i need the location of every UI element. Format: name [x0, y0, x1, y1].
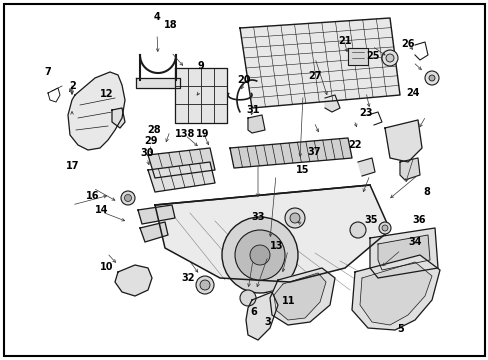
Text: 22: 22: [347, 140, 361, 150]
Text: 19: 19: [196, 129, 209, 139]
Text: 20: 20: [237, 75, 251, 85]
Polygon shape: [175, 68, 226, 123]
Text: 24: 24: [406, 88, 419, 98]
Polygon shape: [347, 48, 367, 65]
Text: 25: 25: [365, 51, 379, 61]
Text: 28: 28: [147, 125, 161, 135]
Polygon shape: [384, 120, 421, 162]
Polygon shape: [155, 185, 389, 282]
Text: 18: 18: [164, 20, 178, 30]
Circle shape: [235, 230, 285, 280]
Polygon shape: [112, 108, 125, 128]
Text: 11: 11: [281, 296, 295, 306]
Circle shape: [196, 276, 214, 294]
Text: 27: 27: [308, 71, 322, 81]
Text: 31: 31: [246, 105, 260, 115]
Text: 21: 21: [337, 36, 351, 46]
Polygon shape: [359, 262, 431, 325]
Polygon shape: [273, 273, 325, 320]
Text: 26: 26: [401, 39, 414, 49]
Polygon shape: [240, 18, 399, 108]
Polygon shape: [247, 115, 264, 133]
Polygon shape: [136, 78, 180, 88]
Text: 7: 7: [44, 67, 51, 77]
Text: 36: 36: [412, 215, 426, 225]
Text: 3: 3: [264, 317, 271, 327]
Circle shape: [240, 290, 256, 306]
Text: 37: 37: [306, 147, 320, 157]
Circle shape: [124, 194, 131, 202]
Text: 10: 10: [100, 262, 113, 272]
Polygon shape: [369, 228, 437, 278]
Polygon shape: [351, 255, 439, 330]
Text: 4: 4: [154, 12, 161, 22]
Circle shape: [428, 75, 434, 81]
Polygon shape: [148, 162, 215, 192]
Circle shape: [381, 50, 397, 66]
Text: 9: 9: [197, 60, 203, 71]
Text: 138: 138: [174, 129, 195, 139]
Text: 34: 34: [407, 237, 421, 247]
Polygon shape: [68, 72, 125, 150]
Text: 8: 8: [422, 186, 429, 197]
Text: 17: 17: [65, 161, 79, 171]
Text: 15: 15: [296, 165, 309, 175]
Text: 30: 30: [140, 148, 153, 158]
Polygon shape: [115, 265, 152, 296]
Polygon shape: [148, 148, 215, 178]
Circle shape: [381, 225, 387, 231]
Circle shape: [378, 222, 390, 234]
Text: 5: 5: [397, 324, 404, 334]
Text: 2: 2: [69, 81, 76, 91]
Text: 35: 35: [363, 215, 377, 225]
Circle shape: [289, 213, 299, 223]
Polygon shape: [325, 95, 339, 112]
Polygon shape: [138, 205, 175, 224]
Polygon shape: [377, 235, 429, 270]
Circle shape: [385, 54, 393, 62]
Circle shape: [285, 208, 305, 228]
Text: 33: 33: [251, 212, 264, 222]
Circle shape: [222, 217, 297, 293]
Polygon shape: [399, 158, 419, 180]
Polygon shape: [140, 222, 168, 242]
Circle shape: [349, 222, 365, 238]
Text: 13: 13: [269, 240, 283, 251]
Polygon shape: [245, 292, 278, 340]
Circle shape: [424, 71, 438, 85]
Text: 29: 29: [143, 136, 157, 146]
Text: 14: 14: [95, 204, 108, 215]
Circle shape: [121, 191, 135, 205]
Polygon shape: [357, 158, 374, 176]
Text: 32: 32: [181, 273, 195, 283]
Polygon shape: [229, 138, 351, 168]
Text: 16: 16: [86, 191, 100, 201]
Text: 23: 23: [358, 108, 372, 118]
Circle shape: [200, 280, 209, 290]
Text: 12: 12: [100, 89, 113, 99]
Text: 6: 6: [249, 307, 256, 318]
Polygon shape: [269, 268, 334, 325]
Circle shape: [249, 245, 269, 265]
